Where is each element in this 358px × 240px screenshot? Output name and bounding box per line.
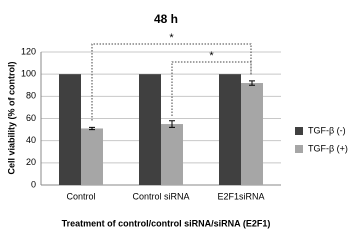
error-bar — [249, 80, 255, 86]
legend-swatch — [295, 127, 303, 135]
x-tick-label: E2F1siRNA — [217, 191, 264, 201]
annotation: * — [209, 50, 214, 62]
bar — [219, 74, 241, 185]
y-tick-label: 100 — [21, 69, 36, 79]
y-tick-label: 120 — [21, 46, 36, 56]
bar — [59, 74, 81, 185]
y-tick-label: 20 — [26, 157, 36, 167]
significance-bracket — [171, 61, 252, 117]
y-tick-label: 80 — [26, 91, 36, 101]
annotation: * — [169, 32, 174, 44]
chart-title: 48 h — [154, 12, 178, 26]
bar — [81, 128, 103, 185]
x-tick-label: Control — [66, 191, 95, 201]
y-tick-label: 40 — [26, 135, 36, 145]
x-tick-label: Control siRNA — [132, 191, 189, 201]
x-axis-label: Treatment of control/control siRNA/siRNA… — [62, 218, 271, 228]
error-bar — [169, 120, 175, 128]
legend-swatch — [295, 145, 303, 153]
bar — [161, 124, 183, 185]
bar — [241, 83, 263, 185]
legend-label: TGF-β (-) — [308, 125, 346, 135]
y-axis-label: Cell viability (% of control) — [6, 61, 16, 174]
error-bar — [89, 126, 95, 131]
bar — [139, 74, 161, 185]
legend-label: TGF-β (+) — [308, 143, 348, 153]
y-tick-label: 60 — [26, 113, 36, 123]
y-tick-label: 0 — [31, 179, 36, 189]
